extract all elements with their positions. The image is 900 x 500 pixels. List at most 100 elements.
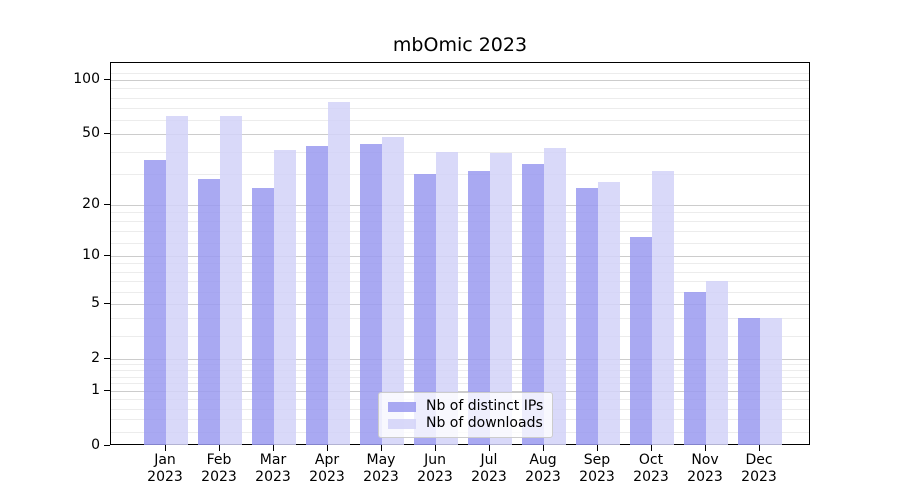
x-tick-mark — [219, 445, 220, 451]
x-tick-year: 2023 — [471, 469, 507, 485]
y-axis-tick-label: 100 — [73, 71, 100, 87]
x-axis-tick-label: Sep 2023 — [569, 452, 625, 486]
bar-distinct-ips — [360, 144, 382, 445]
y-tick-mark — [104, 255, 110, 256]
minor-gridline — [111, 231, 809, 233]
y-tick-mark — [104, 358, 110, 359]
legend: Nb of distinct IPs Nb of downloads — [378, 392, 554, 438]
major-gridline — [111, 80, 809, 81]
x-axis-tick-label: May 2023 — [353, 452, 409, 486]
minor-gridline — [111, 271, 809, 273]
y-axis-tick-label: 1 — [91, 382, 100, 398]
minor-gridline — [111, 318, 809, 320]
x-axis-tick-label: Oct 2023 — [623, 452, 679, 486]
x-tick-mark — [165, 445, 166, 451]
bar-downloads — [328, 101, 350, 445]
bar-distinct-ips — [738, 318, 760, 445]
y-axis-tick-label: 10 — [82, 247, 100, 263]
bar-downloads — [544, 147, 566, 445]
bar-distinct-ips — [630, 236, 652, 445]
y-tick-mark — [104, 204, 110, 205]
legend-swatch-downloads — [388, 418, 416, 429]
x-tick-mark — [489, 445, 490, 451]
bar-distinct-ips — [522, 164, 544, 445]
x-axis-tick-label: Mar 2023 — [245, 452, 301, 486]
x-axis-tick-label: Jul 2023 — [461, 452, 517, 486]
x-tick-mark — [435, 445, 436, 451]
legend-item-distinct-ips: Nb of distinct IPs — [388, 398, 543, 415]
bar-distinct-ips — [198, 178, 220, 445]
major-gridline — [111, 255, 809, 257]
x-axis-tick-label: Dec 2023 — [731, 452, 787, 486]
bar-downloads — [490, 153, 512, 445]
x-tick-mark — [543, 445, 544, 451]
minor-gridline — [111, 72, 809, 74]
x-tick-year: 2023 — [579, 469, 615, 485]
x-axis-tick-label: Aug 2023 — [515, 452, 571, 486]
minor-gridline — [111, 212, 809, 214]
minor-gridline — [111, 281, 809, 283]
bar-downloads — [166, 116, 188, 445]
major-gridline — [111, 204, 809, 206]
x-tick-year: 2023 — [201, 469, 237, 485]
minor-gridline — [111, 173, 809, 175]
x-tick-month: Jan — [154, 452, 176, 468]
y-tick-mark — [104, 390, 110, 391]
x-axis-tick-label: Feb 2023 — [191, 452, 247, 486]
legend-swatch-distinct-ips — [388, 401, 416, 412]
x-tick-year: 2023 — [363, 469, 399, 485]
bar-downloads — [652, 171, 674, 445]
bar-downloads — [382, 137, 404, 445]
minor-gridline — [111, 221, 809, 223]
minor-gridline — [111, 383, 809, 385]
x-tick-mark — [651, 445, 652, 451]
x-tick-year: 2023 — [147, 469, 183, 485]
x-axis-tick-label: Jun 2023 — [407, 452, 463, 486]
x-tick-mark — [705, 445, 706, 451]
x-tick-mark — [597, 445, 598, 451]
minor-gridline — [111, 107, 809, 109]
x-tick-year: 2023 — [525, 469, 561, 485]
minor-gridline — [111, 119, 809, 121]
x-tick-year: 2023 — [255, 469, 291, 485]
x-tick-year: 2023 — [309, 469, 345, 485]
x-tick-month: Nov — [691, 452, 719, 468]
minor-gridline — [111, 151, 809, 153]
bar-distinct-ips — [306, 145, 328, 445]
bar-downloads — [220, 116, 242, 445]
bar-downloads — [706, 281, 728, 445]
y-tick-mark — [104, 303, 110, 304]
x-tick-month: Oct — [638, 452, 664, 468]
x-tick-month: Jun — [424, 452, 446, 468]
legend-label-distinct-ips: Nb of distinct IPs — [426, 398, 544, 414]
x-tick-year: 2023 — [687, 469, 723, 485]
minor-gridline — [111, 242, 809, 244]
minor-gridline — [111, 376, 809, 378]
legend-label-downloads: Nb of downloads — [426, 415, 543, 431]
y-tick-mark — [104, 79, 110, 80]
x-tick-month: Apr — [314, 452, 340, 468]
x-tick-year: 2023 — [633, 469, 669, 485]
x-tick-month: Dec — [745, 452, 773, 468]
major-gridline — [111, 134, 809, 136]
major-gridline — [111, 391, 809, 393]
x-tick-year: 2023 — [417, 469, 453, 485]
minor-gridline — [111, 370, 809, 372]
major-gridline — [111, 358, 809, 360]
x-tick-mark — [759, 445, 760, 451]
x-tick-month: May — [366, 452, 396, 468]
x-tick-mark — [273, 445, 274, 451]
minor-gridline — [111, 88, 809, 90]
major-gridline — [111, 303, 809, 305]
x-tick-year: 2023 — [741, 469, 777, 485]
bar-distinct-ips — [576, 187, 598, 445]
x-tick-mark — [327, 445, 328, 451]
x-axis-tick-label: Nov 2023 — [677, 452, 733, 486]
y-axis-tick-label: 50 — [82, 125, 100, 141]
minor-gridline — [111, 291, 809, 293]
y-axis-tick-label: 2 — [91, 350, 100, 366]
y-tick-mark — [104, 133, 110, 134]
bar-downloads — [760, 318, 782, 445]
y-axis-tick-label: 0 — [91, 437, 100, 453]
